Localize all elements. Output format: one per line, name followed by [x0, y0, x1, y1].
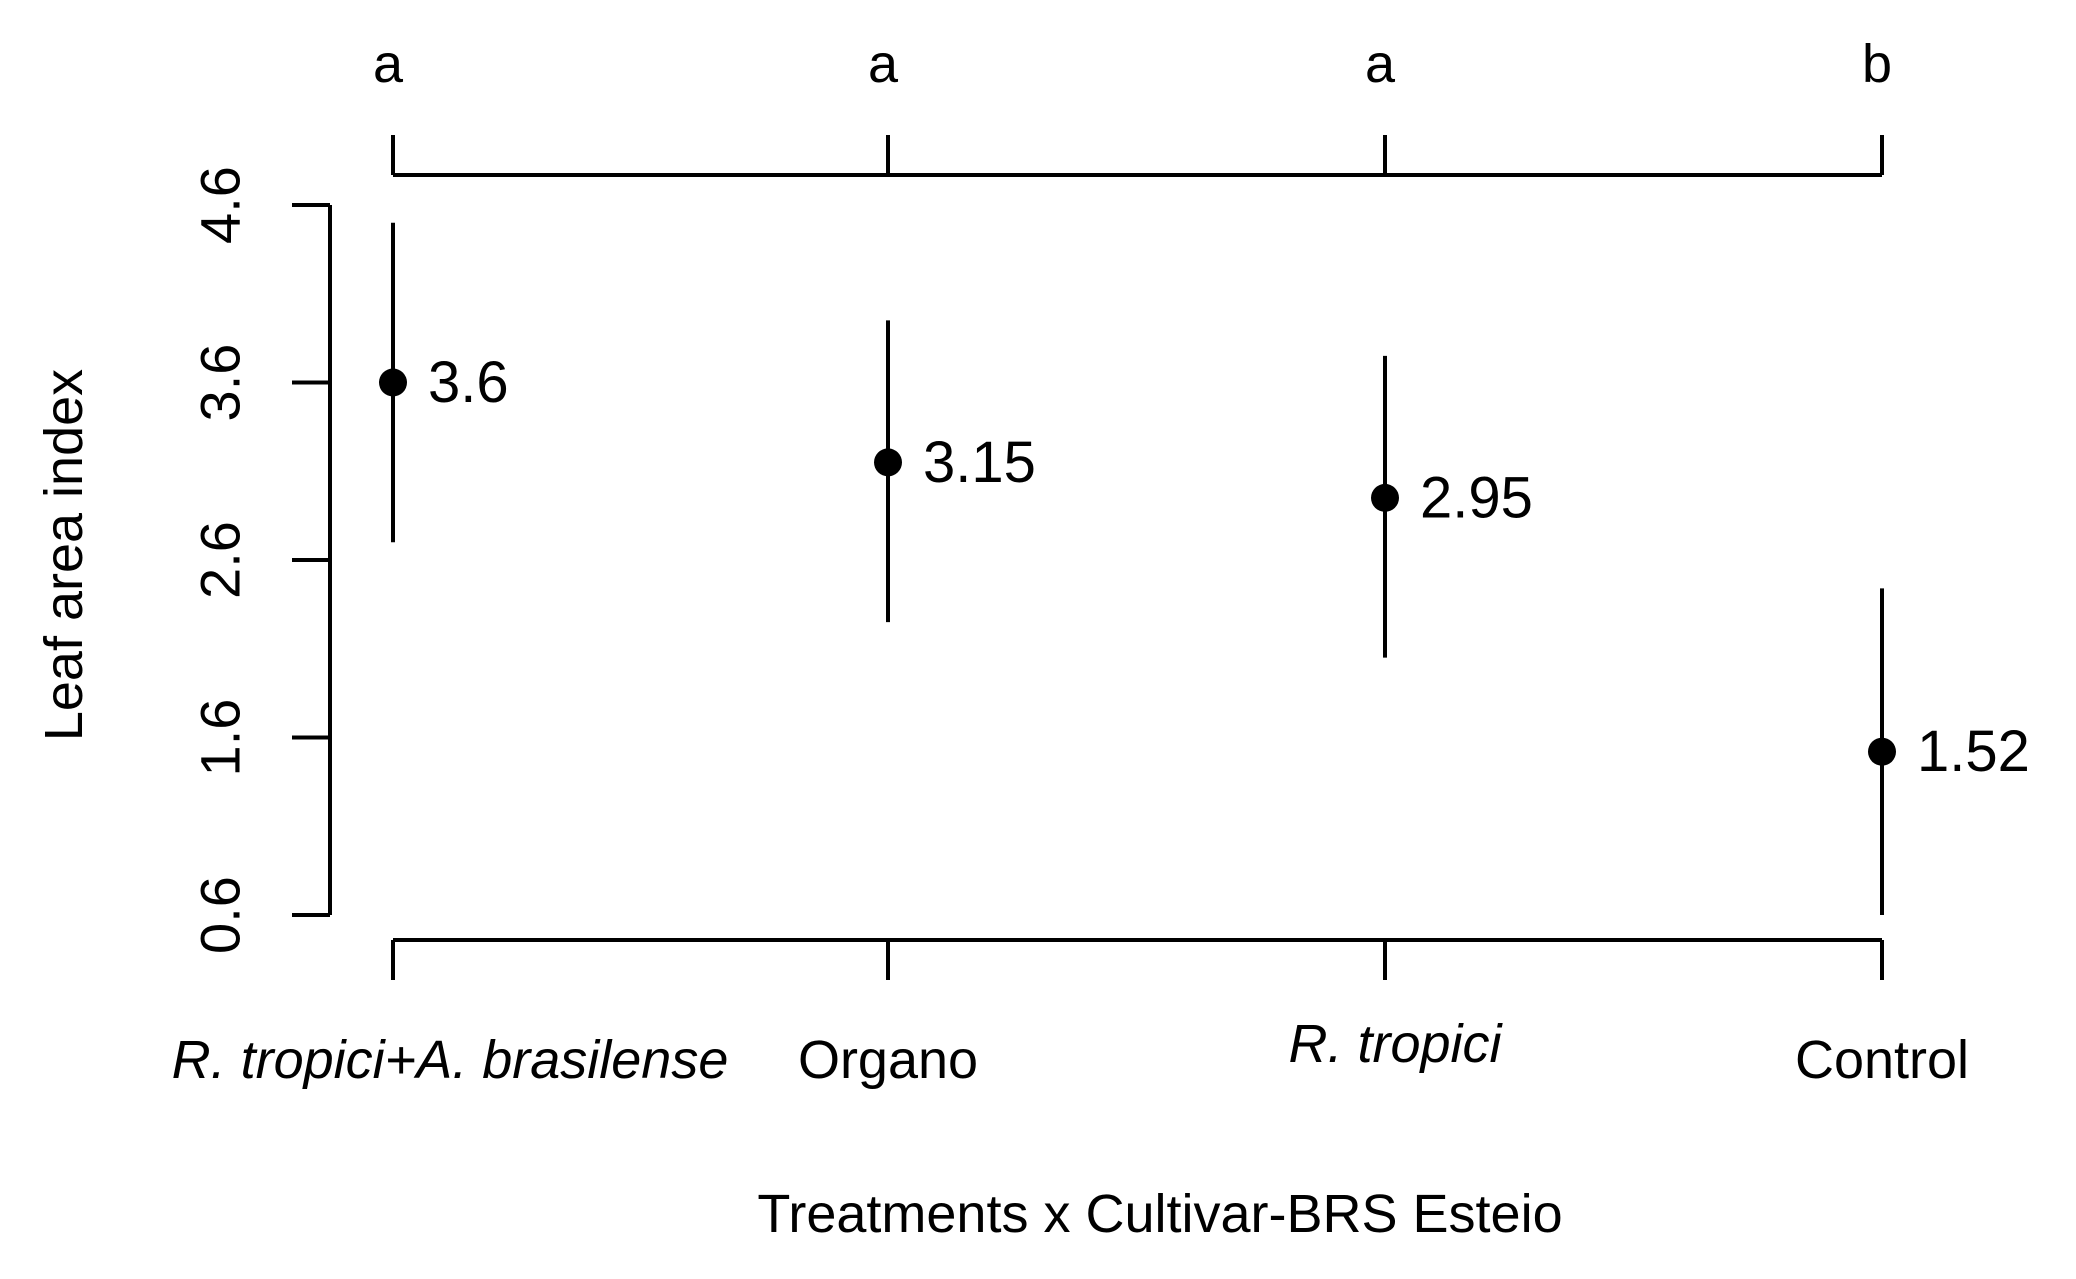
category-label: R. tropici+A. brasilense [172, 1030, 729, 1090]
data-point [1868, 737, 1896, 766]
category-label: Control [1795, 1030, 1969, 1090]
category-label: Organo [798, 1030, 978, 1090]
y-axis: 0.6 1.6 2.6 3.6 4.6 [189, 166, 332, 954]
value-label: 1.52 [1917, 719, 2030, 784]
category-labels: R. tropici+A. brasilense Organo R. tropici… [172, 1014, 1969, 1090]
value-labels: 3.6 3.15 2.95 1.52 [428, 350, 2030, 784]
y-tick-label: 0.6 [189, 876, 252, 954]
category-label: R. tropici [1288, 1014, 1503, 1074]
significance-letter: a [373, 34, 404, 94]
data-points [379, 368, 1896, 766]
y-tick-label: 4.6 [189, 166, 252, 244]
data-point [874, 448, 902, 477]
data-point [379, 368, 407, 397]
y-tick-label: 2.6 [189, 521, 252, 599]
significance-letter: a [868, 34, 899, 94]
y-tick-label: 3.6 [189, 344, 252, 422]
error-bars [391, 222, 1884, 915]
value-label: 3.15 [923, 430, 1036, 495]
bottom-axis [391, 938, 1884, 980]
significance-letter: a [1365, 34, 1396, 94]
x-axis-title: Treatments x Cultivar-BRS Esteio [757, 1184, 1562, 1244]
significance-letter: b [1862, 34, 1892, 94]
data-point [1371, 483, 1399, 512]
top-axis [391, 135, 1884, 177]
y-axis-title: Leaf area index [34, 369, 94, 741]
value-label: 2.95 [1420, 465, 1533, 530]
value-label: 3.6 [428, 350, 509, 415]
y-tick-label: 1.6 [189, 699, 252, 777]
